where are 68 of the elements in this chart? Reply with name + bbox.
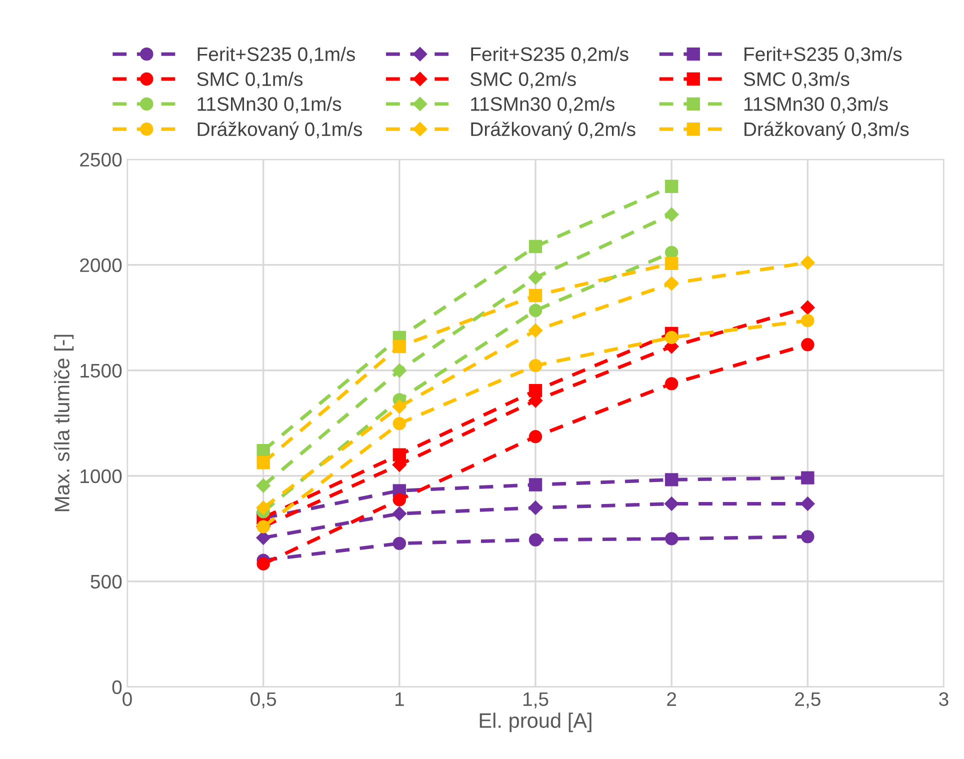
point	[664, 532, 678, 546]
legend-label: SMC 0,1m/s	[197, 72, 303, 88]
x-tick-label: 1,5	[523, 692, 548, 708]
point	[392, 400, 406, 414]
point	[664, 377, 678, 390]
point	[664, 276, 679, 291]
point	[801, 530, 814, 544]
point	[392, 448, 406, 462]
point	[528, 323, 543, 338]
point	[800, 300, 815, 315]
point	[528, 304, 542, 318]
legend-label: SMC 0,3m/s	[744, 72, 850, 88]
point	[801, 314, 814, 328]
point	[664, 207, 679, 222]
point	[528, 240, 542, 254]
y-tick-label: 500	[90, 574, 122, 589]
point	[801, 471, 814, 484]
point	[528, 478, 542, 492]
point	[528, 500, 543, 515]
point	[392, 506, 406, 521]
legend-label: Drážkovaný 0,2m/s	[471, 122, 636, 140]
point	[392, 364, 406, 378]
x-tick-label: 2	[667, 692, 676, 706]
legend-label: 11SMn30 0,2m/s	[471, 96, 614, 114]
legend-label: 11SMn30 0,1m/s	[198, 96, 342, 114]
point	[528, 358, 542, 372]
legend-label: Drážkovaný 0,3m/s	[744, 122, 909, 140]
point	[256, 530, 270, 545]
point	[528, 270, 543, 285]
point	[800, 255, 815, 270]
point	[801, 338, 814, 352]
legend-label: Ferit+S235 0,3m/s	[744, 46, 902, 64]
point	[528, 533, 542, 546]
point	[800, 496, 815, 511]
point	[256, 456, 270, 470]
x-tick-label: 0	[122, 692, 132, 706]
point	[664, 330, 678, 344]
y-tick-label: 2500	[80, 152, 122, 167]
y-axis-title: Max. síla tlumiče [-]	[54, 334, 74, 512]
legend-label: Drážkovaný 0,1m/s	[198, 122, 362, 140]
point	[664, 256, 678, 270]
point	[392, 416, 406, 430]
x-tick-label: 2,5	[795, 692, 820, 708]
point	[528, 384, 542, 398]
point	[392, 340, 406, 354]
point	[256, 478, 270, 493]
point	[256, 444, 270, 458]
point	[528, 430, 542, 444]
legend-label: Ferit+S235 0,2m/s	[471, 46, 628, 64]
x-tick-label: 3	[939, 692, 948, 706]
y-tick-label: 1000	[80, 469, 122, 484]
legend-label: 11SMn30 0,3m/s	[744, 96, 888, 114]
legend-label: SMC 0,2m/s	[470, 72, 576, 88]
point	[256, 500, 270, 515]
point	[664, 496, 679, 511]
point	[664, 180, 678, 193]
x-axis-title: El. proud [A]	[480, 712, 592, 732]
y-tick-label: 1500	[80, 364, 122, 378]
point	[392, 493, 406, 506]
x-tick-label: 1	[395, 692, 404, 706]
point	[528, 288, 542, 302]
y-tick-label: 2000	[80, 258, 122, 272]
point	[392, 536, 406, 550]
point	[664, 473, 678, 486]
y-tick-label: 0	[112, 680, 122, 694]
point	[256, 557, 270, 570]
x-tick-label: 0,5	[250, 692, 276, 708]
legend-label: Ferit+S235 0,1m/s	[198, 46, 355, 64]
